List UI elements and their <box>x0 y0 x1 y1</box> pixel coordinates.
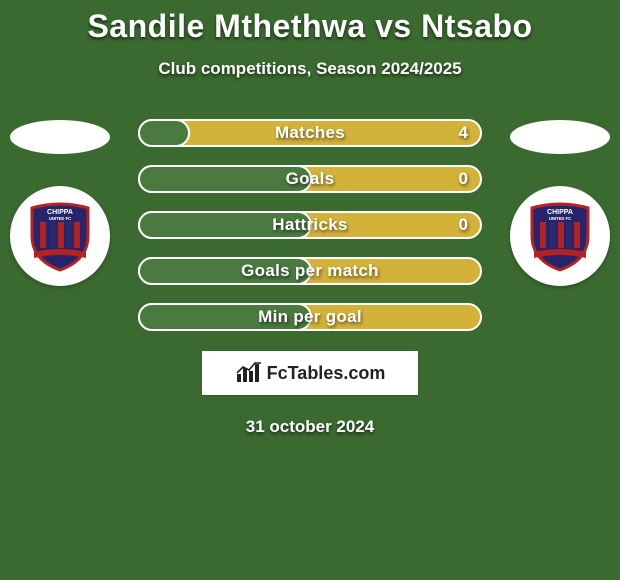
stat-row: Matches 4 <box>138 119 482 147</box>
stat-label: Goals <box>286 169 335 189</box>
stat-left-fill <box>138 119 190 147</box>
stat-value-right: 0 <box>459 169 468 189</box>
stat-row: Goals 0 <box>138 165 482 193</box>
player1-avatar-placeholder <box>10 120 110 154</box>
player2-club-badge: CHIPPA UNITED FC <box>510 186 610 286</box>
brand-box[interactable]: FcTables.com <box>202 351 418 395</box>
card-title: Sandile Mthethwa vs Ntsabo <box>0 0 620 45</box>
comparison-card: Sandile Mthethwa vs Ntsabo Club competit… <box>0 0 620 580</box>
stat-row: Goals per match <box>138 257 482 285</box>
shield-icon: CHIPPA UNITED FC <box>28 200 92 272</box>
svg-text:UNITED FC: UNITED FC <box>549 216 571 221</box>
svg-text:CHIPPA: CHIPPA <box>47 209 73 216</box>
stat-value-right: 4 <box>459 123 468 143</box>
player1-club-badge: CHIPPA UNITED FC <box>10 186 110 286</box>
stat-label: Min per goal <box>258 307 362 327</box>
player1-side: CHIPPA UNITED FC <box>10 120 110 286</box>
stat-label: Matches <box>275 123 345 143</box>
stats-column: Matches 4 Goals 0 Hattricks 0 Goals per match M… <box>138 119 482 331</box>
stat-row: Hattricks 0 <box>138 211 482 239</box>
stat-label: Hattricks <box>272 215 347 235</box>
svg-text:CHIPPA: CHIPPA <box>547 209 573 216</box>
brand-text: FcTables.com <box>267 363 386 384</box>
card-subtitle: Club competitions, Season 2024/2025 <box>0 59 620 79</box>
stat-value-right: 0 <box>459 215 468 235</box>
card-date: 31 october 2024 <box>0 417 620 437</box>
svg-text:UNITED FC: UNITED FC <box>49 216 71 221</box>
player2-avatar-placeholder <box>510 120 610 154</box>
bars-icon <box>235 362 263 384</box>
stat-row: Min per goal <box>138 303 482 331</box>
stat-label: Goals per match <box>241 261 379 281</box>
player2-side: CHIPPA UNITED FC <box>510 120 610 286</box>
shield-icon: CHIPPA UNITED FC <box>528 200 592 272</box>
